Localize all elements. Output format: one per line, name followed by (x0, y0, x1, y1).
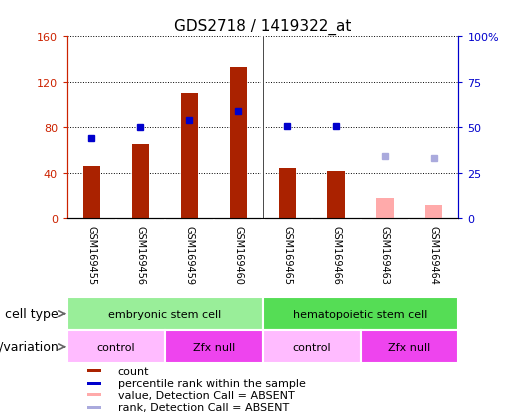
Text: hematopoietic stem cell: hematopoietic stem cell (294, 309, 427, 319)
Text: percentile rank within the sample: percentile rank within the sample (118, 378, 306, 388)
Bar (263, 330, 360, 363)
Text: Zfx null: Zfx null (193, 342, 235, 352)
Bar (279, 169, 296, 219)
Bar (230, 68, 247, 219)
Text: rank, Detection Call = ABSENT: rank, Detection Call = ABSENT (118, 402, 289, 412)
Text: embryonic stem cell: embryonic stem cell (108, 309, 221, 319)
Bar (360, 330, 458, 363)
Bar (181, 94, 198, 219)
Bar (83, 166, 100, 219)
Bar (425, 205, 442, 219)
Text: GSM169463: GSM169463 (380, 225, 390, 284)
Bar (67, 297, 263, 330)
Bar (263, 297, 458, 330)
Bar (376, 199, 393, 219)
Bar (132, 145, 149, 219)
Text: GSM169456: GSM169456 (135, 225, 145, 284)
Text: control: control (293, 342, 331, 352)
Text: GSM169465: GSM169465 (282, 225, 292, 284)
Bar (87, 406, 100, 408)
Text: value, Detection Call = ABSENT: value, Detection Call = ABSENT (118, 390, 295, 400)
Bar (328, 171, 345, 219)
Text: GSM169466: GSM169466 (331, 225, 341, 284)
Text: GSM169464: GSM169464 (429, 225, 439, 284)
Text: control: control (97, 342, 135, 352)
Text: GSM169459: GSM169459 (184, 225, 194, 284)
Bar (87, 369, 100, 373)
Text: genotype/variation: genotype/variation (0, 340, 59, 354)
Text: cell type: cell type (6, 307, 59, 320)
Text: GSM169460: GSM169460 (233, 225, 243, 284)
Title: GDS2718 / 1419322_at: GDS2718 / 1419322_at (174, 18, 351, 34)
Bar (87, 382, 100, 385)
Bar (67, 330, 165, 363)
Text: count: count (118, 366, 149, 376)
Bar (87, 393, 100, 396)
Bar (165, 330, 263, 363)
Text: Zfx null: Zfx null (388, 342, 431, 352)
Text: GSM169455: GSM169455 (87, 225, 96, 284)
